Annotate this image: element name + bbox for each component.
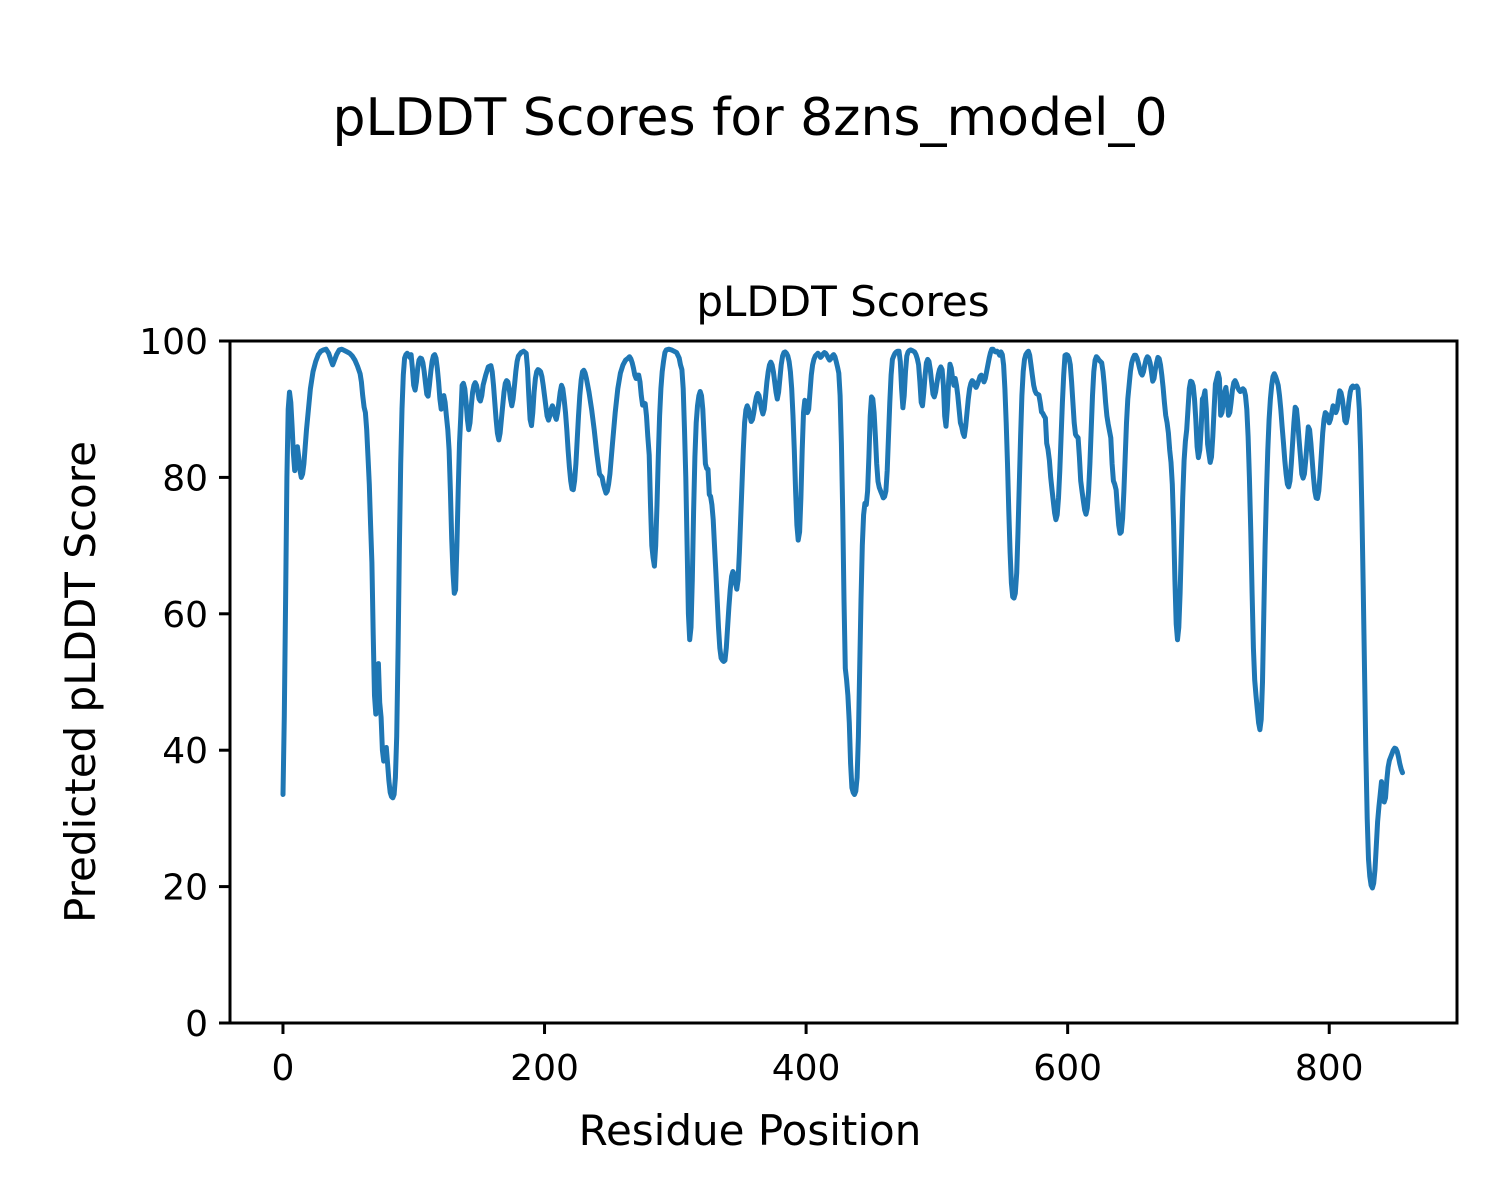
x-axis-ticks: 0 200 400 600 800 <box>272 1023 1364 1089</box>
y-tick-label: 40 <box>162 731 208 772</box>
y-tick-label: 60 <box>162 595 208 636</box>
y-axis-ticks: 0 20 40 60 80 100 <box>139 322 230 1045</box>
x-tick-label: 0 <box>272 1048 295 1089</box>
y-tick-label: 20 <box>162 868 208 909</box>
x-tick-label: 200 <box>510 1048 579 1089</box>
y-tick-label: 0 <box>185 1004 208 1045</box>
axes-title: pLDDT Scores <box>696 277 989 326</box>
y-tick-label: 80 <box>162 458 208 499</box>
x-tick-label: 600 <box>1033 1048 1102 1089</box>
plddt-line <box>280 346 1405 891</box>
y-axis-label: Predicted pLDDT Score <box>56 441 105 923</box>
x-tick-label: 800 <box>1295 1048 1364 1089</box>
plot-area-border <box>228 339 1459 1025</box>
y-tick-label: 100 <box>139 322 208 363</box>
x-axis-label: Residue Position <box>579 1106 922 1155</box>
x-tick-label: 400 <box>772 1048 841 1089</box>
figure-title: pLDDT Scores for 8zns_model_0 <box>332 88 1167 148</box>
